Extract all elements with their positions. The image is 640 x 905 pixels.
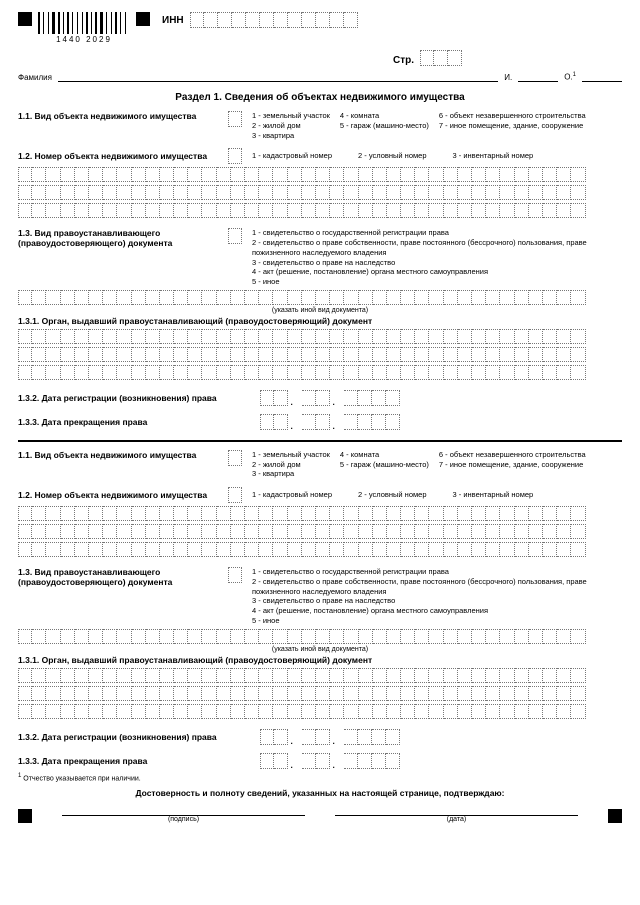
f132-input[interactable] bbox=[260, 729, 400, 745]
f12-o3: 3 - инвентарный номер bbox=[453, 151, 534, 161]
f12-number-row3[interactable] bbox=[18, 542, 622, 557]
page-number-input[interactable] bbox=[420, 50, 462, 66]
signature-row: (подпись) (дата) bbox=[18, 802, 622, 823]
footnote: 1 Отчество указывается при наличии. bbox=[18, 773, 622, 782]
barcode-icon bbox=[38, 12, 130, 34]
date-caption: (дата) bbox=[335, 816, 578, 823]
f12-number-row1[interactable] bbox=[18, 167, 622, 182]
initial-o-label: О.1 bbox=[564, 72, 576, 82]
f11-col2: 4 - комната 5 - гараж (машино-место) bbox=[340, 450, 429, 479]
f131-row2[interactable] bbox=[18, 686, 622, 701]
signature-caption: (подпись) bbox=[62, 816, 305, 823]
inn-input[interactable] bbox=[190, 12, 358, 28]
f133-input[interactable] bbox=[260, 753, 400, 769]
f131-label: 1.3.1. Орган, выдавший правоустанавливаю… bbox=[18, 655, 622, 665]
f131-row2[interactable] bbox=[18, 347, 622, 362]
marker-square-tl bbox=[18, 12, 32, 26]
page-label: Стр. bbox=[393, 55, 414, 66]
f13-label: 1.3. Вид правоустанавливающего (правоудо… bbox=[18, 567, 218, 587]
f11-label: 1.1. Вид объекта недвижимого имущества bbox=[18, 450, 218, 460]
signature-input[interactable] bbox=[62, 802, 305, 816]
f13-input[interactable] bbox=[228, 567, 242, 583]
f13-hint: (указать иной вид документа) bbox=[18, 646, 622, 653]
f12-input[interactable] bbox=[228, 487, 242, 503]
f131-row1[interactable] bbox=[18, 329, 622, 344]
f12-label: 1.2. Номер объекта недвижимого имущества bbox=[18, 490, 218, 500]
f13-options: 1 - свидетельство о государственной реги… bbox=[252, 567, 622, 626]
f11-col2: 4 - комната 5 - гараж (машино-место) bbox=[340, 111, 429, 140]
f131-label: 1.3.1. Орган, выдавший правоустанавливаю… bbox=[18, 316, 622, 326]
f12-number-row3[interactable] bbox=[18, 203, 622, 218]
barcode-number: 1440 2029 bbox=[38, 35, 130, 44]
f12-number-row1[interactable] bbox=[18, 506, 622, 521]
f133-label: 1.3.3. Дата прекращения права bbox=[18, 756, 248, 766]
inn-label: ИНН bbox=[162, 15, 184, 26]
f13-input[interactable] bbox=[228, 228, 242, 244]
f12-number-row2[interactable] bbox=[18, 524, 622, 539]
f133-input[interactable] bbox=[260, 414, 400, 430]
f11-label: 1.1. Вид объекта недвижимого имущества bbox=[18, 111, 218, 121]
confirmation-text: Достоверность и полноту сведений, указан… bbox=[18, 788, 622, 798]
f12-o1: 1 - кадастровый номер bbox=[252, 490, 332, 500]
name-row: Фамилия И. О.1 bbox=[18, 70, 622, 82]
tax-form-page: 1440 2029 ИНН Стр. Фамилия И. О.1 Раздел… bbox=[0, 0, 640, 835]
f12-o3: 3 - инвентарный номер bbox=[453, 490, 534, 500]
f12-number-row2[interactable] bbox=[18, 185, 622, 200]
section-title: Раздел 1. Сведения об объектах недвижимо… bbox=[18, 92, 622, 103]
f11-col1: 1 - земельный участок 2 - жилой дом 3 - … bbox=[252, 450, 330, 479]
f11-col1: 1 - земельный участок 2 - жилой дом 3 - … bbox=[252, 111, 330, 140]
property-block: 1.1. Вид объекта недвижимого имущества 1… bbox=[18, 111, 622, 430]
date-input[interactable] bbox=[335, 802, 578, 816]
f131-row1[interactable] bbox=[18, 668, 622, 683]
f13-hint: (указать иной вид документа) bbox=[18, 307, 622, 314]
header-bar: 1440 2029 ИНН bbox=[18, 12, 622, 44]
f11-input[interactable] bbox=[228, 450, 242, 466]
initial-i-label: И. bbox=[504, 73, 512, 82]
f13-label: 1.3. Вид правоустанавливающего (правоудо… bbox=[18, 228, 218, 248]
f12-o2: 2 - условный номер bbox=[358, 490, 427, 500]
surname-label: Фамилия bbox=[18, 73, 52, 82]
f11-col3: 6 - объект незавершенного строительства … bbox=[439, 111, 586, 140]
surname-input[interactable] bbox=[58, 70, 498, 82]
f12-label: 1.2. Номер объекта недвижимого имущества bbox=[18, 151, 218, 161]
f131-row3[interactable] bbox=[18, 704, 622, 719]
initial-i-input[interactable] bbox=[518, 70, 558, 82]
block-divider bbox=[18, 440, 622, 442]
f132-input[interactable] bbox=[260, 390, 400, 406]
marker-square-tl2 bbox=[136, 12, 150, 26]
f13-doc-row[interactable] bbox=[18, 290, 622, 305]
f13-doc-row[interactable] bbox=[18, 629, 622, 644]
property-block: 1.1. Вид объекта недвижимого имущества 1… bbox=[18, 450, 622, 769]
marker-square-bl bbox=[18, 809, 32, 823]
f132-label: 1.3.2. Дата регистрации (возникновения) … bbox=[18, 732, 248, 742]
barcode-block: 1440 2029 bbox=[38, 12, 130, 44]
f11-col3: 6 - объект незавершенного строительства … bbox=[439, 450, 586, 479]
marker-square-br bbox=[608, 809, 622, 823]
f12-o2: 2 - условный номер bbox=[358, 151, 427, 161]
f12-input[interactable] bbox=[228, 148, 242, 164]
f131-row3[interactable] bbox=[18, 365, 622, 380]
f133-label: 1.3.3. Дата прекращения права bbox=[18, 417, 248, 427]
f11-input[interactable] bbox=[228, 111, 242, 127]
f12-o1: 1 - кадастровый номер bbox=[252, 151, 332, 161]
initial-o-input[interactable] bbox=[582, 70, 622, 82]
f132-label: 1.3.2. Дата регистрации (возникновения) … bbox=[18, 393, 248, 403]
f13-options: 1 - свидетельство о государственной реги… bbox=[252, 228, 622, 287]
